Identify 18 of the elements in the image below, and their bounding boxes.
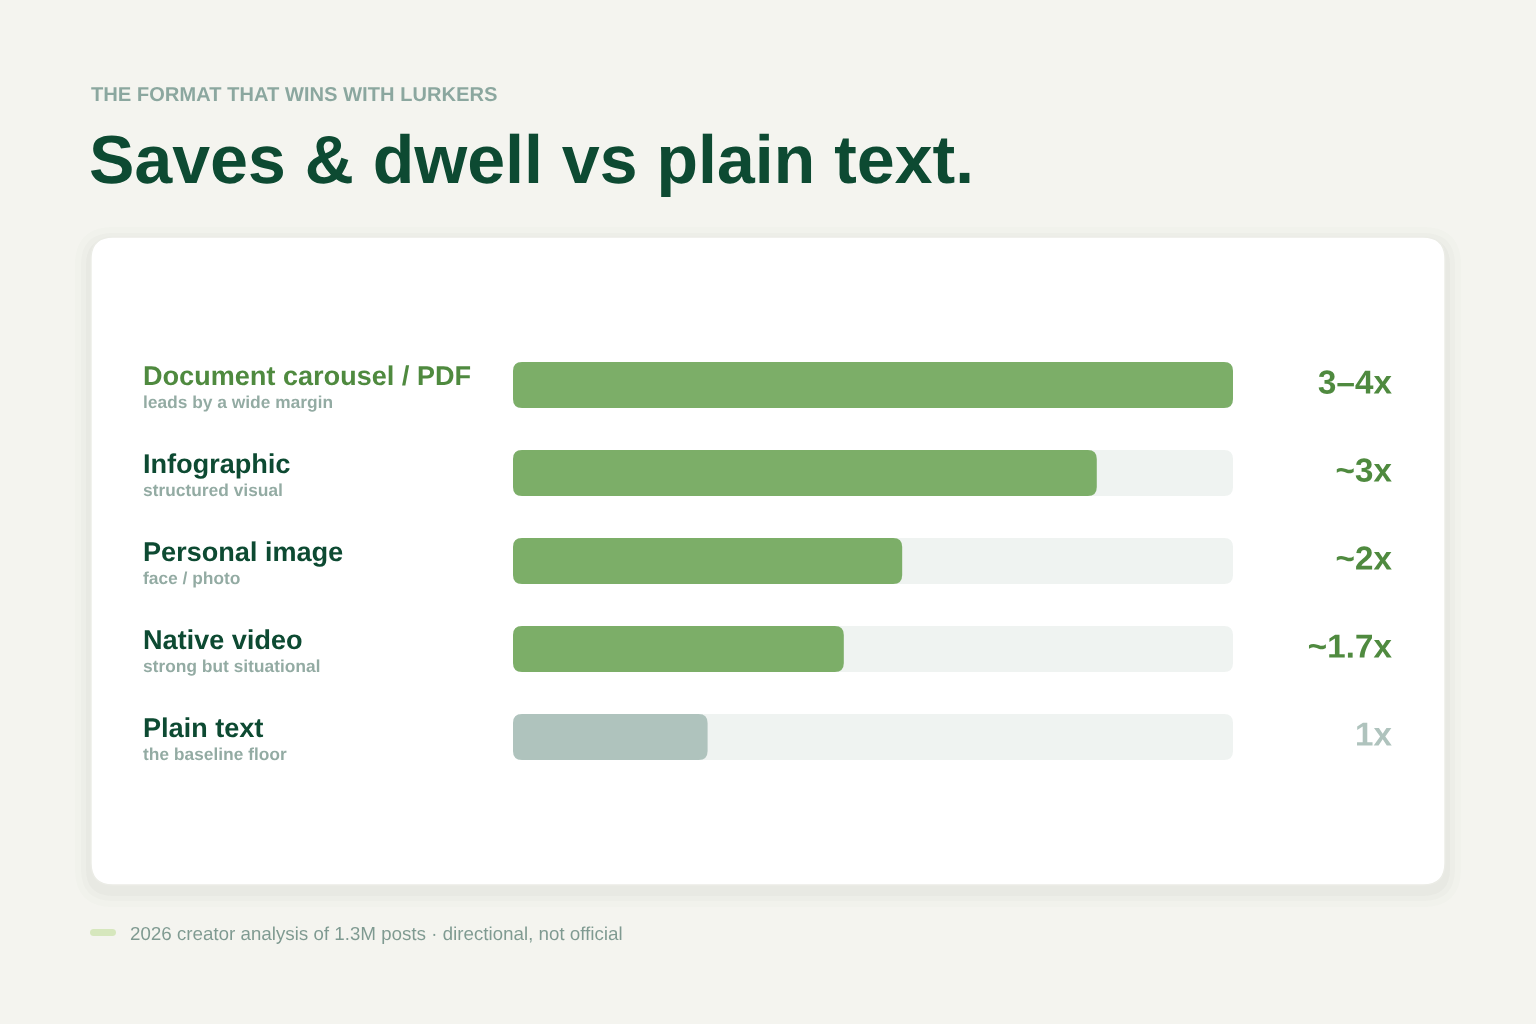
data-label: ~2x <box>1336 546 1392 570</box>
text: strong but situational <box>143 659 320 676</box>
text: 2026 creator analysis of 1.3M posts · directional, not official <box>130 926 622 944</box>
text: the baseline floor <box>143 747 287 761</box>
data-label: ~3x <box>1336 458 1392 482</box>
data-label: 1x <box>1357 722 1392 746</box>
text: structured visual <box>143 483 282 497</box>
y-tick-label: Plain text <box>144 717 264 738</box>
y-tick-label: Document carousel / PDF <box>144 365 471 386</box>
data-label: ~1.7x <box>1308 634 1392 658</box>
y-tick-label: Native video <box>144 629 302 650</box>
text: THE FORMAT THAT WINS WITH LURKERS <box>91 86 497 102</box>
y-tick-label: Infographic <box>144 453 290 479</box>
y-tick-label: Personal image <box>144 541 343 567</box>
text: face / photo <box>143 571 240 588</box>
text: leads by a wide margin <box>144 395 332 412</box>
chart-title: Saves & dwell vs plain text. <box>90 133 970 198</box>
data-label: 3–4x <box>1318 370 1392 394</box>
